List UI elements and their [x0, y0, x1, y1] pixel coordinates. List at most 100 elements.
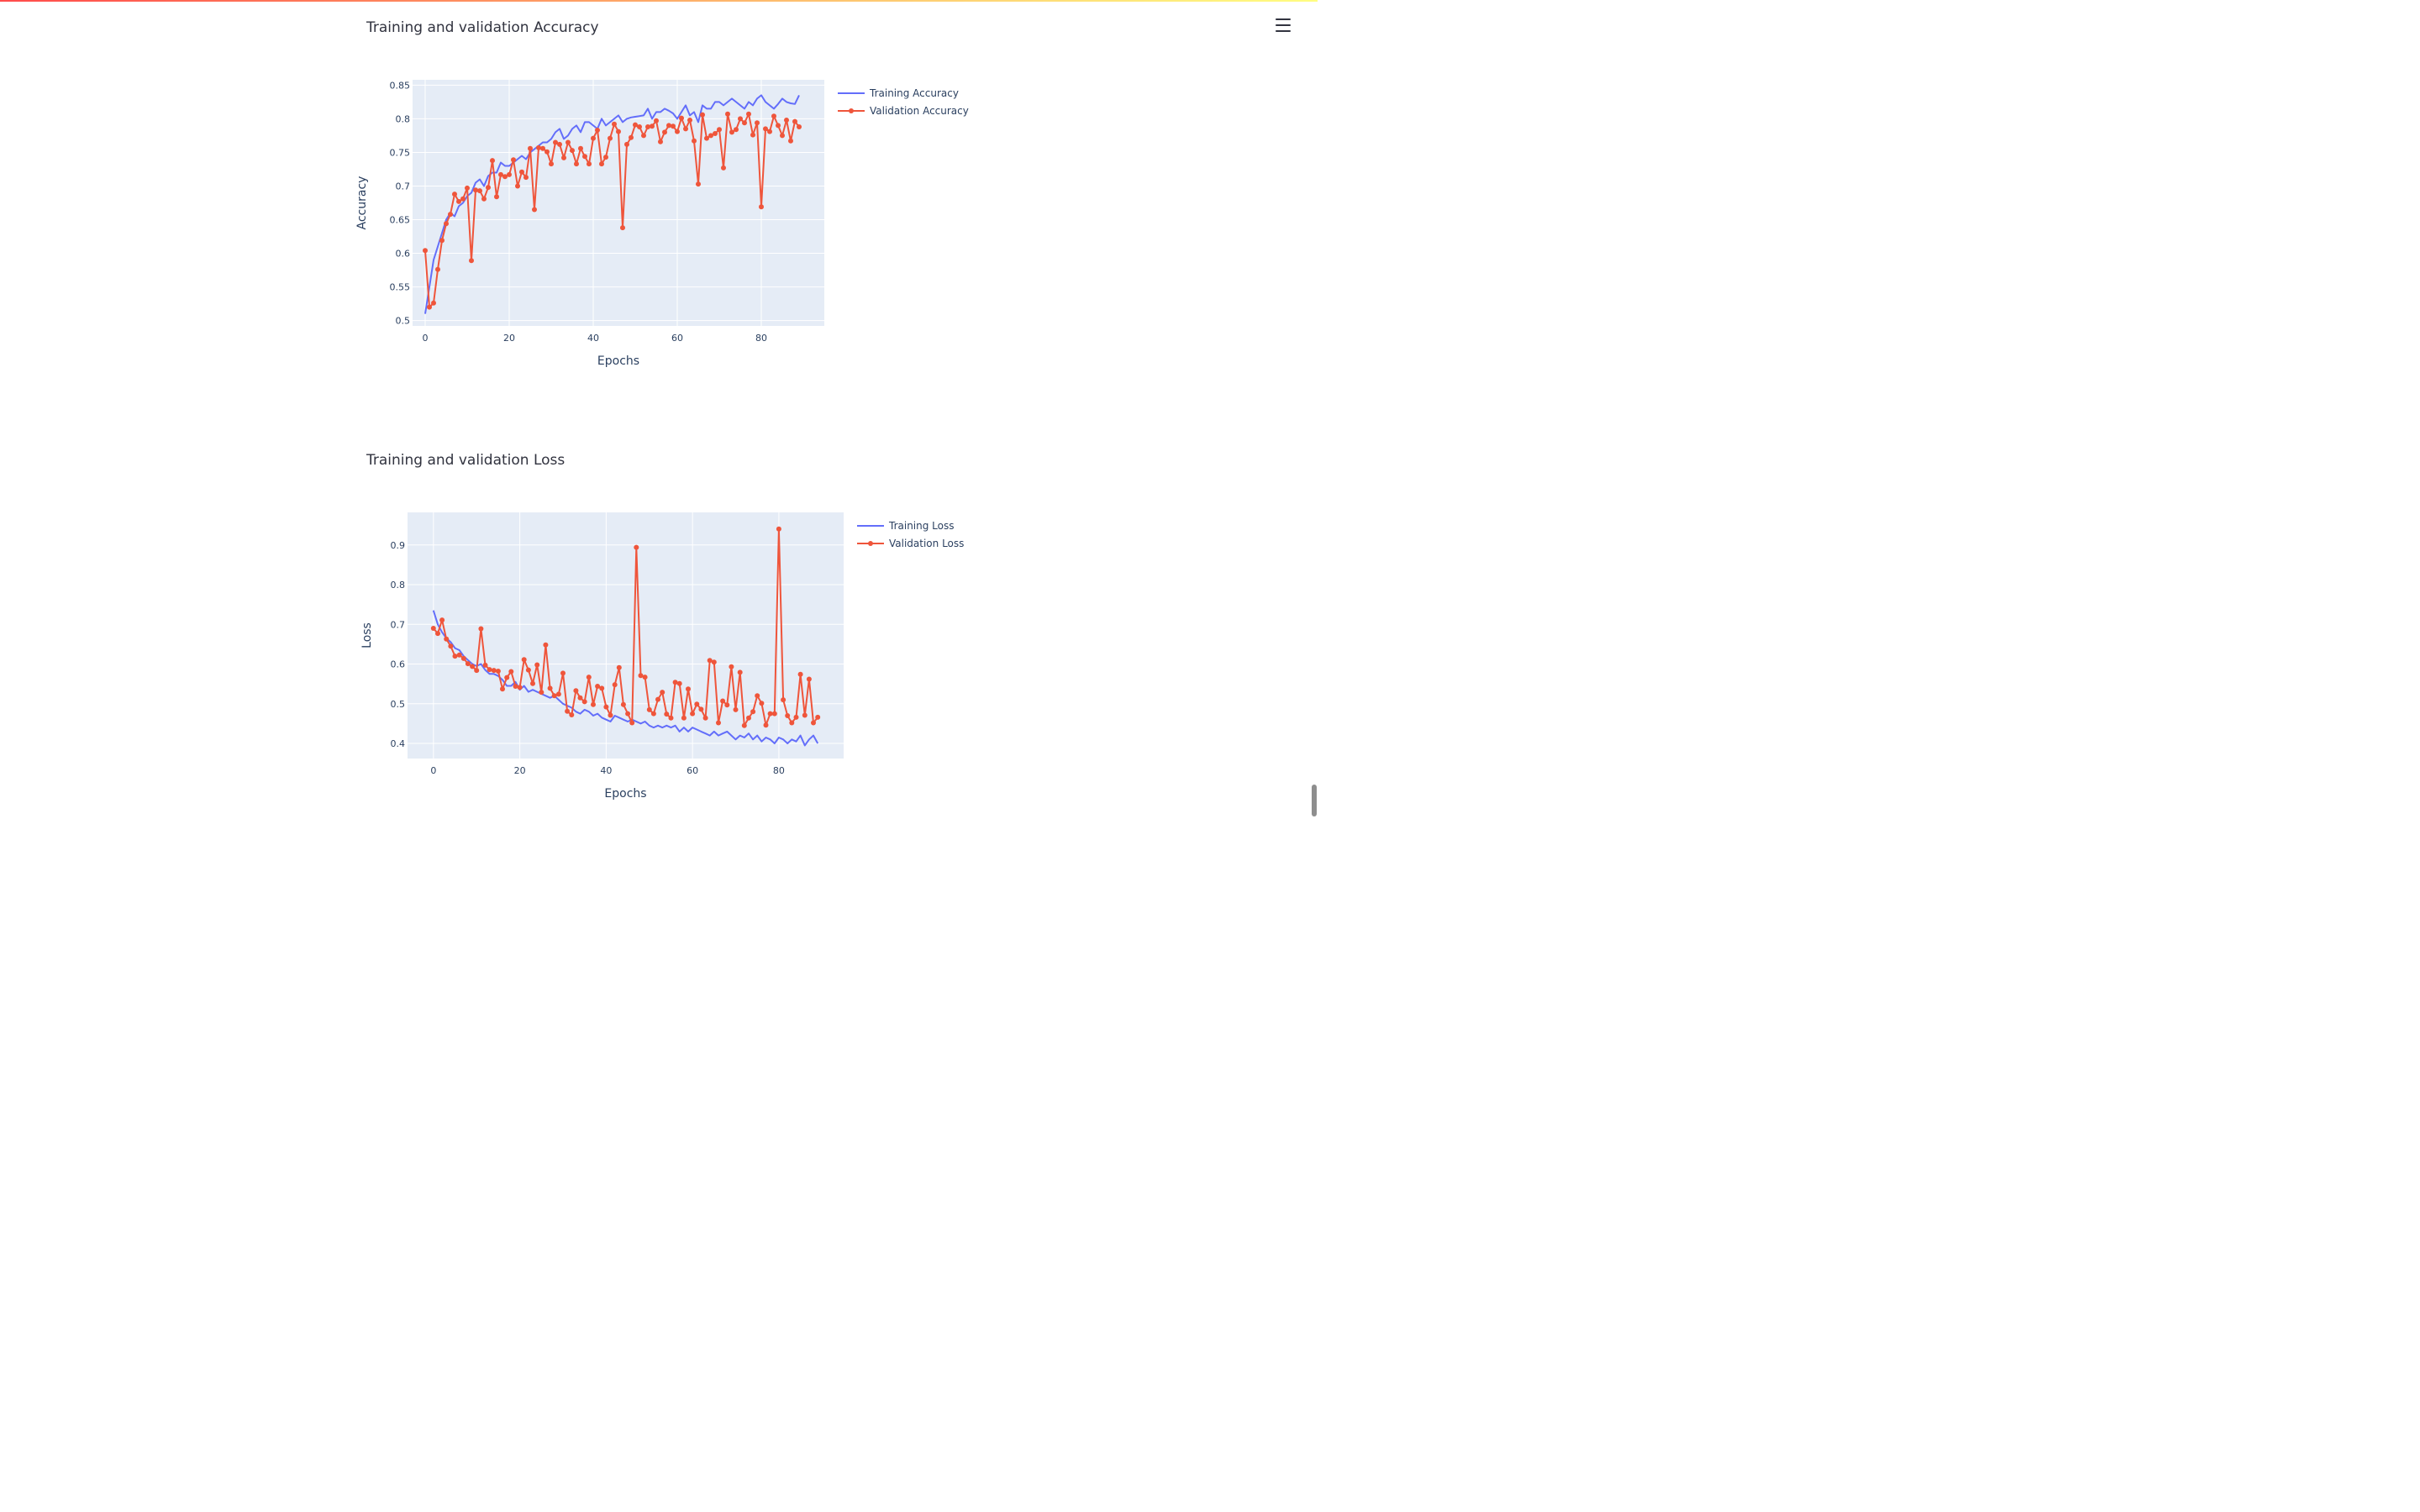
data-point [784, 118, 789, 123]
legend-item-0: Training Loss [857, 520, 954, 532]
data-point [469, 258, 474, 264]
data-point [486, 185, 491, 191]
data-point [811, 720, 816, 726]
x-tick-label: 20 [514, 765, 526, 776]
data-point [755, 120, 760, 126]
data-point [792, 118, 797, 124]
data-point [672, 680, 678, 685]
data-point [530, 680, 535, 686]
y-tick-label: 0.65 [390, 215, 411, 226]
data-point [633, 122, 638, 128]
data-point [815, 714, 821, 720]
data-point [629, 134, 634, 140]
scrollbar-thumb[interactable] [1312, 785, 1317, 816]
data-point [560, 670, 566, 676]
data-point [650, 711, 656, 717]
data-point [746, 715, 751, 721]
data-point [645, 124, 650, 129]
data-point [487, 667, 492, 673]
data-point [721, 165, 726, 171]
data-point [515, 183, 520, 189]
data-point [646, 706, 652, 712]
data-point [569, 712, 575, 717]
data-point [658, 139, 663, 144]
data-point [612, 121, 617, 127]
data-point [599, 685, 605, 691]
y-axis-title: Loss [360, 622, 374, 648]
data-point [746, 111, 751, 117]
y-tick-label: 0.85 [390, 80, 411, 91]
data-point [540, 145, 545, 151]
data-point [478, 626, 484, 632]
data-point [683, 126, 688, 132]
legend-item-1: Validation Accuracy [838, 105, 969, 117]
data-point [490, 158, 495, 164]
x-axis-title: Epochs [604, 787, 646, 801]
legend-label: Validation Accuracy [870, 105, 969, 117]
data-point [500, 686, 505, 692]
data-point [470, 664, 476, 669]
data-point [565, 708, 571, 714]
data-point [502, 174, 508, 180]
data-point [491, 668, 497, 674]
data-point [781, 697, 786, 703]
data-point [544, 149, 550, 155]
data-point [660, 690, 666, 696]
data-point [521, 657, 527, 663]
data-point [582, 154, 587, 160]
data-point [698, 706, 704, 712]
data-point [435, 266, 440, 272]
data-point [523, 175, 529, 181]
accuracy-chart[interactable]: 0 20 40 60 80 0.5 0.55 0.6 0.65 0.7 0.75 0.8 0.85 Epo… [0, 67, 1318, 386]
top-decoration-bar [0, 0, 1318, 2]
y-tick-label: 0.4 [391, 738, 406, 749]
data-point [638, 673, 644, 679]
data-point [655, 696, 660, 702]
data-point [654, 118, 659, 123]
y-tick-label: 0.55 [390, 282, 411, 293]
data-point [797, 124, 802, 129]
y-tick-label: 0.8 [391, 580, 406, 591]
data-point [737, 669, 743, 675]
loss-chart[interactable]: 0 20 40 60 80 0.4 0.5 0.6 0.7 0.8 0.9 Epochs Loss Tra… [0, 500, 1318, 815]
data-point [595, 684, 601, 689]
data-point [566, 139, 571, 145]
series-line-0 [432, 610, 819, 747]
data-point [599, 161, 604, 167]
data-point [616, 664, 622, 670]
data-point [620, 225, 625, 231]
data-point [474, 668, 480, 674]
data-point [549, 161, 554, 167]
y-tick-label: 0.75 [390, 147, 411, 158]
data-point [573, 688, 579, 694]
y-tick-label: 0.5 [396, 316, 411, 327]
data-point [481, 196, 487, 202]
hamburger-menu-icon[interactable] [1274, 18, 1292, 35]
data-point [662, 129, 667, 135]
data-point [676, 680, 682, 686]
data-point [771, 113, 776, 119]
data-point [690, 711, 696, 717]
data-point [513, 684, 518, 689]
data-point [591, 135, 596, 141]
data-point [507, 171, 512, 177]
data-point [586, 675, 592, 680]
data-point [767, 711, 773, 717]
x-tick-label: 0 [423, 333, 429, 344]
data-point [793, 714, 799, 720]
data-point [785, 713, 791, 718]
data-point [608, 712, 613, 718]
data-point [720, 698, 726, 704]
data-point [603, 155, 608, 160]
data-point [776, 123, 781, 129]
data-point [536, 144, 541, 150]
x-tick-label: 60 [687, 765, 698, 776]
data-point [456, 198, 461, 204]
data-point [750, 132, 755, 138]
data-point [650, 123, 655, 129]
x-tick-label: 60 [671, 333, 683, 344]
data-point [444, 636, 450, 642]
data-point [460, 655, 466, 661]
gridlines [413, 80, 824, 326]
x-tick-label: 40 [600, 765, 612, 776]
